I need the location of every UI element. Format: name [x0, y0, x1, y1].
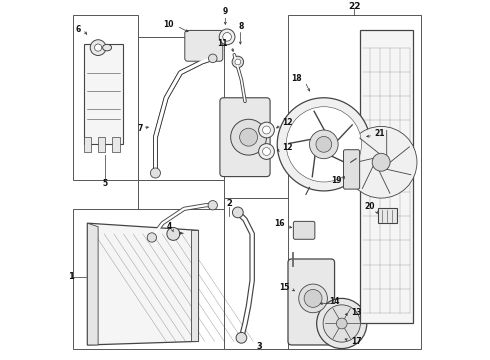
- Text: 10: 10: [163, 20, 173, 29]
- Text: 20: 20: [364, 202, 375, 211]
- Bar: [84, 137, 91, 152]
- Circle shape: [240, 128, 258, 146]
- Circle shape: [263, 126, 270, 134]
- Circle shape: [208, 201, 218, 210]
- Circle shape: [147, 233, 156, 242]
- Text: 4: 4: [166, 222, 172, 231]
- Bar: [292, 252, 294, 266]
- FancyBboxPatch shape: [378, 208, 397, 223]
- Text: 17: 17: [351, 337, 361, 346]
- Text: 12: 12: [283, 143, 293, 152]
- Circle shape: [310, 130, 338, 159]
- Polygon shape: [191, 230, 198, 341]
- Circle shape: [167, 228, 180, 240]
- FancyBboxPatch shape: [185, 30, 223, 61]
- Bar: [73, 15, 138, 180]
- Bar: [138, 37, 223, 180]
- Circle shape: [90, 40, 106, 55]
- Circle shape: [95, 44, 102, 51]
- Text: 13: 13: [351, 308, 361, 317]
- Polygon shape: [87, 223, 98, 345]
- Circle shape: [219, 29, 235, 45]
- Text: 14: 14: [329, 297, 339, 306]
- FancyBboxPatch shape: [220, 98, 270, 177]
- Bar: [223, 198, 295, 348]
- Circle shape: [208, 54, 217, 63]
- Circle shape: [299, 284, 327, 313]
- Circle shape: [336, 318, 347, 329]
- Circle shape: [317, 298, 367, 348]
- Text: 21: 21: [374, 129, 385, 138]
- Circle shape: [231, 119, 267, 155]
- Circle shape: [236, 332, 247, 343]
- Circle shape: [232, 207, 243, 218]
- Text: 22: 22: [348, 2, 361, 11]
- Circle shape: [259, 122, 274, 138]
- Circle shape: [277, 98, 370, 191]
- Text: 5: 5: [103, 179, 108, 188]
- FancyBboxPatch shape: [343, 150, 360, 189]
- Text: 7: 7: [138, 124, 143, 133]
- Text: 3: 3: [256, 342, 262, 351]
- Circle shape: [286, 107, 362, 182]
- Text: 2: 2: [226, 199, 232, 208]
- Circle shape: [345, 126, 417, 198]
- Circle shape: [304, 289, 322, 307]
- FancyBboxPatch shape: [288, 259, 335, 345]
- Bar: [73, 209, 223, 348]
- FancyBboxPatch shape: [294, 221, 315, 239]
- Text: 15: 15: [279, 283, 290, 292]
- Circle shape: [316, 136, 332, 152]
- Ellipse shape: [102, 44, 112, 51]
- Bar: [360, 30, 414, 324]
- Bar: [138, 180, 223, 245]
- Text: 12: 12: [283, 118, 293, 127]
- Text: 1: 1: [68, 273, 74, 282]
- Text: 8: 8: [239, 22, 244, 31]
- Circle shape: [323, 305, 360, 342]
- Text: 16: 16: [274, 219, 284, 228]
- Circle shape: [259, 144, 274, 159]
- Bar: [288, 15, 420, 348]
- Circle shape: [232, 56, 244, 68]
- Bar: [98, 137, 105, 152]
- Circle shape: [235, 59, 241, 65]
- Text: 18: 18: [291, 73, 302, 82]
- Polygon shape: [87, 223, 198, 345]
- Circle shape: [263, 148, 270, 156]
- FancyBboxPatch shape: [84, 44, 123, 144]
- Text: 9: 9: [222, 7, 228, 16]
- Text: 19: 19: [331, 176, 342, 185]
- Text: ►: ►: [179, 230, 184, 236]
- Text: 11: 11: [217, 39, 228, 48]
- Circle shape: [372, 153, 390, 171]
- Bar: [112, 137, 120, 152]
- Circle shape: [150, 168, 160, 178]
- Circle shape: [223, 32, 231, 41]
- Text: 6: 6: [76, 25, 81, 34]
